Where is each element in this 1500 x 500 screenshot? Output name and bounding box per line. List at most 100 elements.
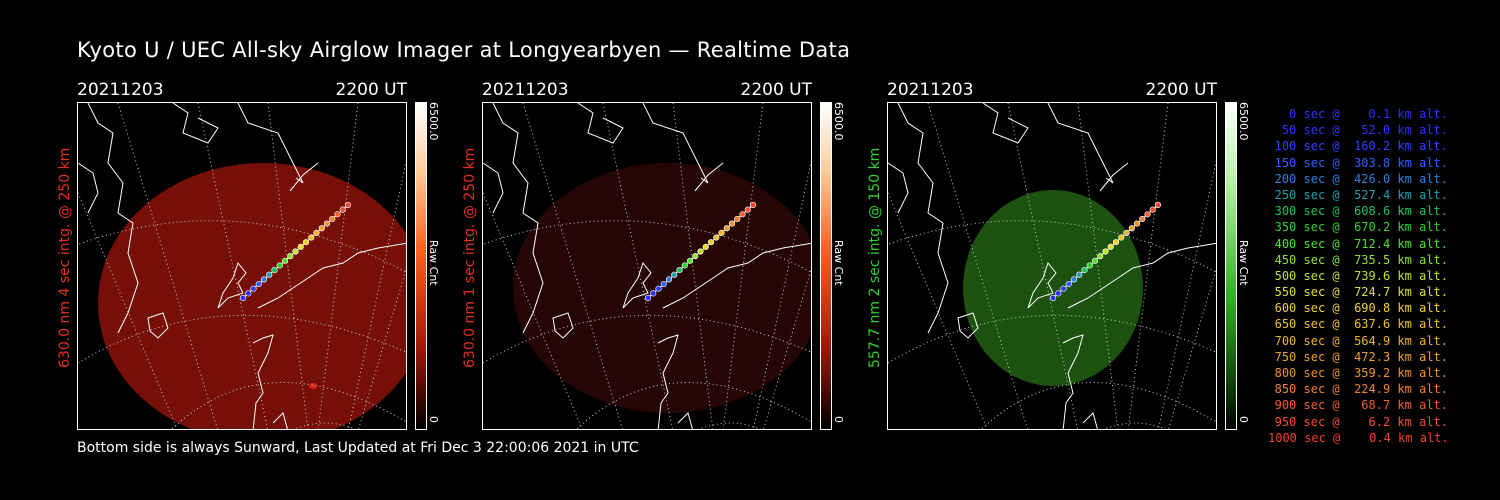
- latitude-line: [1103, 422, 1166, 429]
- track-point: [323, 220, 331, 227]
- track-altitude-legend: 0 sec @ 0.1 km alt. 50 sec @ 52.0 km alt.…: [1268, 106, 1449, 446]
- panel-630nm-4sec: 20211203 2200 UT 6500.0 Raw Cnt 0: [77, 80, 440, 430]
- track-point: [1060, 285, 1067, 292]
- track-point: [1149, 206, 1156, 213]
- legend-row: 950 sec @ 6.2 km alt.: [1274, 414, 1448, 429]
- legend-row: 0 sec @ 0.1 km alt.: [1289, 107, 1448, 121]
- track-point: [281, 257, 289, 264]
- legend-row: 800 sec @ 359.2 km alt.: [1274, 366, 1448, 380]
- coast-line: [252, 334, 274, 429]
- coast-line: [694, 162, 724, 192]
- track-point: [686, 257, 694, 264]
- panel-557nm-2sec: 20211203 2200 UT 6500.0 Raw Cnt 0: [887, 80, 1250, 430]
- track-point: [260, 276, 268, 283]
- track-point: [681, 262, 688, 269]
- track-point: [1049, 294, 1057, 302]
- colorbar-max: 6500.0: [832, 102, 845, 141]
- track-point: [655, 285, 662, 292]
- panel-date: 20211203: [482, 80, 569, 100]
- legend-row: 350 sec @ 670.2 km alt.: [1274, 220, 1448, 235]
- coast-line: [677, 412, 693, 429]
- colorbar: [820, 102, 832, 430]
- page-title: Kyoto U / UEC All-sky Airglow Imager at …: [77, 38, 851, 62]
- allsky-map-svg: [78, 103, 406, 429]
- colorbar-min: 0: [832, 416, 845, 423]
- map-gridlines: [78, 103, 406, 429]
- airglow-bright-spot: [309, 383, 317, 389]
- coast-line: [1082, 412, 1098, 429]
- colorbar: [415, 102, 427, 430]
- track-point: [734, 215, 741, 223]
- coast-line: [1047, 103, 1114, 184]
- latitude-line: [698, 422, 761, 429]
- track-point: [744, 206, 751, 213]
- track-point: [644, 294, 652, 302]
- coastline: [78, 103, 406, 429]
- legend-row: 650 sec @ 637.6 km alt.: [1274, 317, 1448, 332]
- coast-line: [289, 162, 319, 192]
- legend-row: 550 sec @ 724.7 km alt.: [1274, 285, 1448, 300]
- track-point: [1102, 248, 1109, 255]
- airglow-field: [513, 163, 811, 413]
- longitude-line: [1168, 267, 1216, 429]
- panel-630nm-1sec: 20211203 2200 UT 6500.0 Raw Cnt 0: [482, 80, 845, 430]
- track-point: [266, 271, 273, 278]
- track-point: [1144, 211, 1151, 218]
- coast-line: [957, 312, 979, 339]
- coast-line: [272, 412, 288, 429]
- track-point: [1133, 220, 1141, 227]
- coast-line: [78, 162, 99, 214]
- allsky-image: [887, 102, 1217, 430]
- track-point: [344, 201, 352, 209]
- coast-line: [982, 103, 1029, 144]
- legend-row: 300 sec @ 608.6 km alt.: [1274, 204, 1448, 219]
- coast-line: [147, 312, 169, 339]
- legend-row: 200 sec @ 426.0 km alt.: [1274, 171, 1448, 186]
- legend-row: 100 sec @ 160.2 km alt.: [1274, 139, 1448, 154]
- legend-row: 50 sec @ 52.0 km alt.: [1281, 123, 1448, 138]
- track-point: [1081, 267, 1088, 274]
- track-point: [271, 267, 278, 274]
- latitude-line: [576, 382, 811, 429]
- track-point: [676, 267, 683, 274]
- track-point: [1123, 229, 1130, 236]
- legend-row: 250 sec @ 527.4 km alt.: [1274, 187, 1448, 202]
- footer-note: Bottom side is always Sunward, Last Upda…: [77, 440, 639, 456]
- track-point: [245, 290, 252, 297]
- colorbar-unit: Raw Cnt: [832, 240, 845, 286]
- coast-line: [492, 103, 544, 334]
- track-point: [697, 248, 704, 255]
- coast-line: [1067, 242, 1216, 309]
- panel-label: 630.0 nm 4 sec intg. @ 250 km: [57, 147, 73, 368]
- satellite-track: [239, 201, 352, 302]
- track-point: [728, 220, 736, 227]
- track-point: [1065, 280, 1072, 288]
- track-point: [1097, 253, 1104, 260]
- coast-line: [888, 162, 909, 214]
- legend-row: 500 sec @ 739.6 km alt.: [1274, 268, 1448, 283]
- legend-row: 750 sec @ 472.3 km alt.: [1274, 349, 1448, 364]
- colorbar-max: 6500.0: [427, 102, 440, 141]
- satellite-track: [644, 201, 757, 302]
- legend-row: 400 sec @ 712.4 km alt.: [1274, 236, 1448, 251]
- track-point: [1055, 290, 1062, 297]
- colorbar-unit: Raw Cnt: [427, 240, 440, 286]
- allsky-map-svg: [483, 103, 811, 429]
- track-point: [1154, 201, 1162, 209]
- latitude-line: [171, 382, 406, 429]
- map-gridlines: [888, 103, 1216, 429]
- colorbar-unit: Raw Cnt: [1237, 240, 1250, 286]
- coast-line: [1099, 162, 1129, 192]
- allsky-image: [482, 102, 812, 430]
- panel-time: 2200 UT: [335, 80, 408, 100]
- track-point: [739, 211, 746, 218]
- track-point: [665, 276, 673, 283]
- track-point: [1112, 239, 1120, 246]
- latitude-line: [981, 382, 1216, 429]
- track-point: [250, 285, 257, 292]
- coast-line: [217, 261, 247, 309]
- track-point: [702, 243, 709, 250]
- panel-time: 2200 UT: [1145, 80, 1218, 100]
- track-point: [723, 225, 730, 232]
- allsky-image: [77, 102, 407, 430]
